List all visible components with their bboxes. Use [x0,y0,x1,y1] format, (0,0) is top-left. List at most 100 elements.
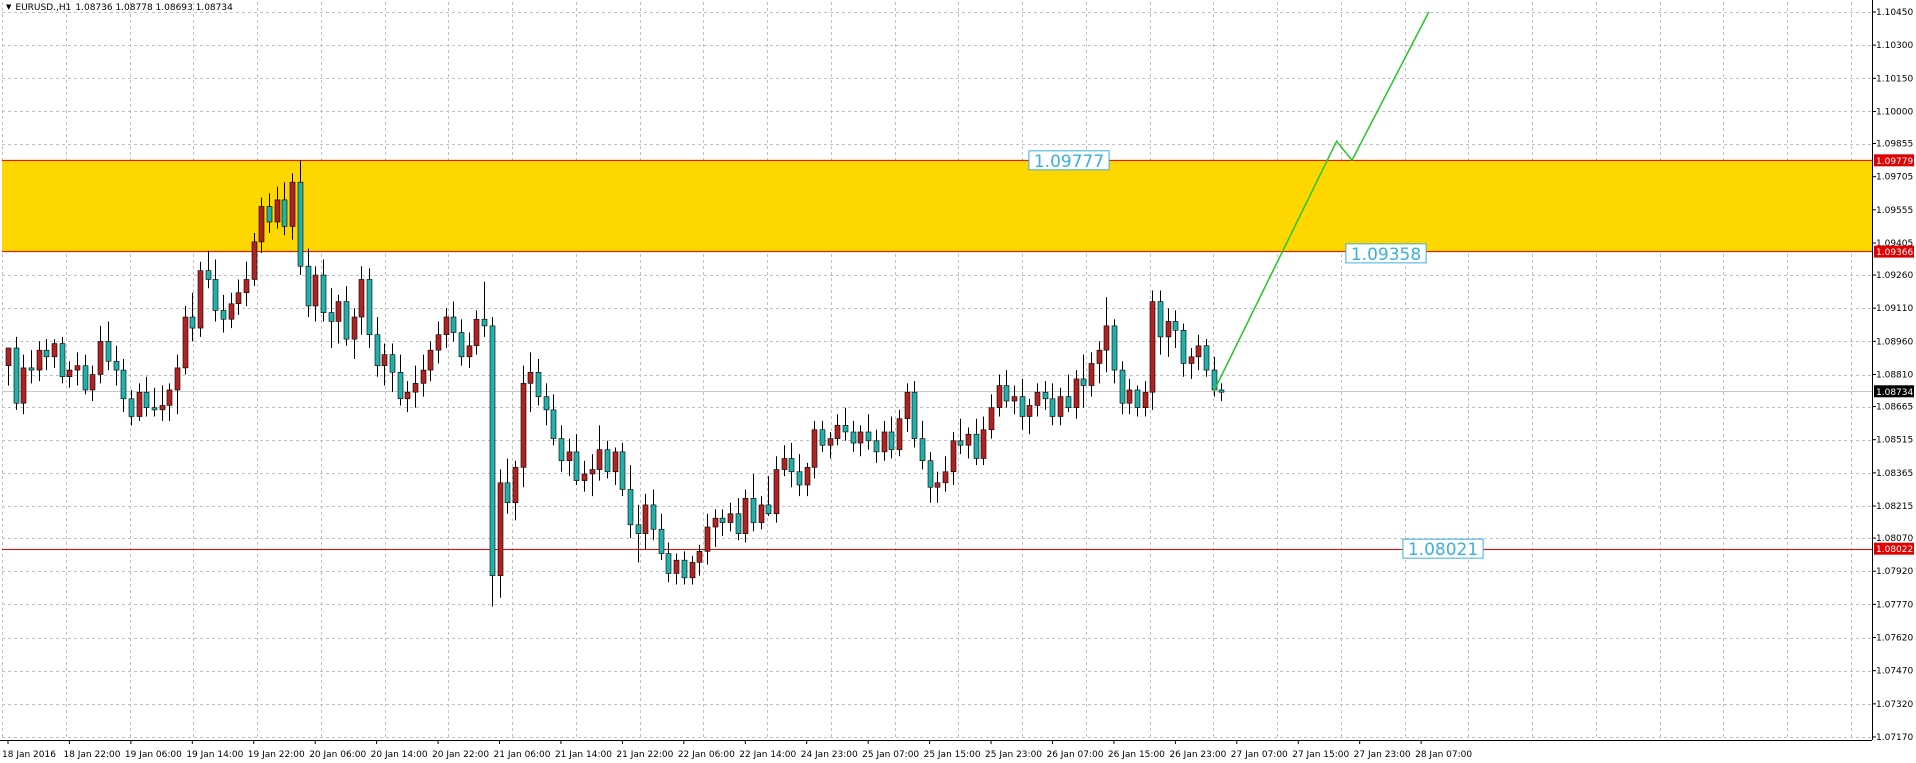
candle [566,438,573,477]
candle-body [20,367,27,404]
candle-body [289,181,296,227]
x-tick-label: 19 Jan 06:00 [125,750,182,760]
candle-body [458,332,465,358]
candle [1218,383,1225,402]
candle [819,420,826,452]
candle [36,341,43,382]
candle-body [1065,396,1072,408]
candle [589,454,596,497]
candle [5,347,12,386]
candle [1157,290,1164,355]
candle [850,420,857,452]
candle [182,305,189,375]
candle [43,339,50,371]
x-tick-label: 18 Jan 22:00 [63,750,120,760]
candle-body [274,199,281,223]
candle [788,443,795,488]
candle-body [397,371,404,400]
candle [658,513,665,561]
candle-body [504,482,511,504]
candle [66,361,73,388]
candle [305,248,312,318]
x-tick-label: 20 Jan 14:00 [371,750,428,760]
candle [904,383,911,432]
candle-body [881,431,888,453]
x-tick-label: 20 Jan 06:00 [309,750,366,760]
x-tick-label: 27 Jan 23:00 [1354,750,1411,760]
candle [689,555,696,585]
y-tick-label: 1.07770 [1876,600,1913,610]
candle-body [566,451,573,462]
support-label-text: 1.08021 [1408,540,1478,560]
candle-body [558,438,565,462]
candle-body [512,467,519,504]
candle-body [151,407,158,411]
candle [1088,352,1095,397]
current-price-tag-text: 1.08734 [1876,388,1913,398]
candle [143,376,150,417]
candle-body [581,473,588,481]
candle [934,471,941,503]
candle-body [520,383,527,468]
y-tick-label: 1.10150 [1876,74,1913,84]
candle-body [950,440,957,473]
candle [1073,370,1080,419]
candle-body [850,431,857,444]
candle-body [543,396,550,411]
candle-body [473,318,480,347]
candle-body [750,497,757,523]
candle-body [1111,325,1118,371]
candle-body [765,504,772,515]
candle [351,308,358,360]
candle-body [942,471,949,484]
candle [665,542,672,583]
candle [458,319,465,366]
candle [251,233,258,287]
zone-bottom-price-tag-bg [1874,245,1914,258]
candle [896,409,903,457]
candle-body [89,374,96,391]
candle [1195,334,1202,371]
y-tick-label: 1.09555 [1876,206,1913,216]
candle [82,354,89,395]
candle-body [97,341,104,375]
x-tick-label: 18 Jan 2016 [2,750,56,760]
candle [1188,347,1195,379]
candle-body [642,504,649,534]
x-tick-label: 22 Jan 14:00 [739,750,796,760]
candle-body [819,429,826,446]
candle-body [719,517,726,523]
candle-body [136,391,143,417]
candle-body [389,354,396,373]
candle-body [427,349,434,371]
candle [881,420,888,461]
zone-top-label: 1.09777 [1028,150,1110,172]
candle-body [497,482,504,576]
candle [51,339,58,368]
candle [512,460,519,521]
candle-body [243,279,250,294]
candle-body [381,354,388,366]
x-tick-label: 25 Jan 07:00 [862,750,919,760]
candle [1026,398,1033,435]
candle-body [59,343,66,378]
candle [758,496,765,530]
candle [358,266,365,335]
candle-body [934,482,941,488]
y-tick-label: 1.09110 [1876,304,1913,314]
candle [957,418,964,455]
candle [258,197,265,253]
candle-body [927,460,934,488]
x-tick-label: 24 Jan 23:00 [801,750,858,760]
candle [581,460,588,492]
candle [320,259,327,322]
candle [151,387,158,417]
candle-body [189,316,196,329]
candle [281,182,288,236]
candle [343,286,350,346]
y-tick-label: 1.10000 [1876,107,1913,117]
dropdown-triangle-icon[interactable]: ▼ [6,3,12,11]
candle [1003,370,1010,408]
candle [612,447,619,486]
candle-body [704,526,711,552]
